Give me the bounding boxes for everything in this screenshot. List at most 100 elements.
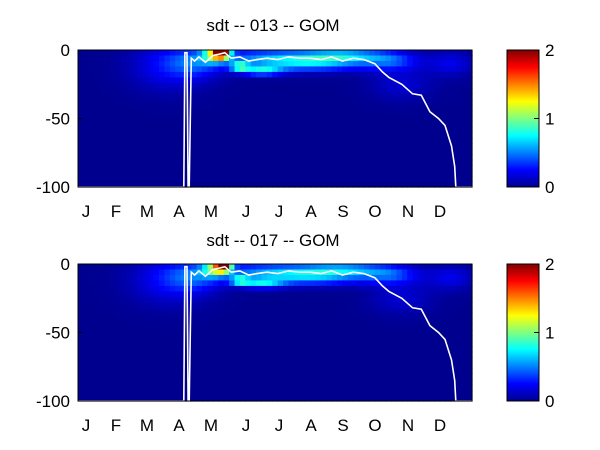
heatmap-cell (218, 357, 225, 364)
heatmap-cell (391, 66, 398, 73)
heatmap-cell (239, 93, 246, 100)
heatmap-cell (315, 170, 322, 177)
heatmap-cell (315, 291, 322, 298)
heatmap-cell (185, 280, 192, 287)
heatmap-cell (385, 176, 392, 183)
heatmap-cell (331, 104, 338, 111)
heatmap-cell (239, 329, 246, 336)
heatmap-cell (364, 274, 371, 282)
heatmap-cell (434, 137, 441, 144)
heatmap-cell (131, 132, 138, 139)
heatmap-cell (158, 395, 165, 402)
heatmap-cell (148, 340, 155, 347)
heatmap-cell (185, 148, 192, 155)
heatmap-cell (266, 132, 273, 139)
heatmap-cell (234, 71, 241, 78)
panel-1-x-tick-label: A (305, 202, 317, 221)
heatmap-cell (455, 307, 462, 314)
heatmap-cell (110, 296, 117, 303)
heatmap-cell (104, 313, 111, 320)
heatmap-cell (78, 71, 84, 78)
heatmap-cell (142, 137, 149, 144)
heatmap-cell (466, 302, 473, 309)
heatmap-cell (245, 379, 252, 386)
heatmap-cell (412, 115, 419, 122)
heatmap-cell (445, 379, 452, 386)
heatmap-cell (239, 280, 246, 287)
heatmap-cell (202, 329, 209, 336)
heatmap-cell (137, 362, 144, 369)
heatmap-cell (137, 351, 144, 358)
heatmap-cell (256, 50, 263, 57)
heatmap-cell (374, 126, 381, 133)
heatmap-cell (428, 170, 435, 177)
heatmap-cell (288, 274, 295, 282)
heatmap-cell (78, 313, 84, 320)
heatmap-cell (434, 66, 441, 73)
heatmap-cell (428, 285, 435, 292)
heatmap-cell (185, 99, 192, 106)
heatmap-cell (347, 373, 354, 380)
heatmap-cell (99, 137, 106, 144)
heatmap-cell (445, 296, 452, 303)
heatmap-cell (110, 269, 117, 276)
heatmap-cell (94, 159, 101, 166)
heatmap-cell (148, 99, 155, 106)
heatmap-cell (110, 121, 117, 128)
heatmap-cell (207, 318, 214, 325)
heatmap-cell (218, 329, 225, 336)
heatmap-cell (234, 170, 241, 177)
heatmap-cell (223, 104, 230, 111)
heatmap-cell (110, 93, 117, 100)
heatmap-cell (83, 170, 90, 177)
heatmap-cell (169, 335, 176, 342)
heatmap-cell (121, 50, 128, 57)
heatmap-cell (342, 274, 349, 282)
heatmap-cell (207, 357, 214, 364)
heatmap-cell (229, 170, 236, 177)
heatmap-cell (131, 154, 138, 161)
heatmap-cell (218, 395, 225, 402)
heatmap-cell (250, 274, 257, 282)
heatmap-cell (245, 340, 252, 347)
heatmap-cell (277, 82, 284, 89)
heatmap-cell (331, 335, 338, 342)
heatmap-cell (142, 170, 149, 177)
heatmap-cell (320, 318, 327, 325)
heatmap-cell (445, 302, 452, 309)
heatmap-cell (428, 115, 435, 122)
heatmap-cell (158, 154, 165, 161)
heatmap-cell (272, 66, 279, 73)
heatmap-cell (185, 296, 192, 303)
heatmap-cell (412, 77, 419, 84)
heatmap-cell (418, 143, 425, 150)
heatmap-cell (277, 77, 284, 84)
heatmap-cell (337, 170, 344, 177)
heatmap-cell (320, 291, 327, 298)
heatmap-cell (450, 340, 457, 347)
heatmap-cell (342, 318, 349, 325)
heatmap-cell (229, 60, 236, 68)
heatmap-cell (202, 368, 209, 375)
heatmap-cell (337, 340, 344, 347)
heatmap-cell (94, 66, 101, 73)
heatmap-cell (185, 55, 192, 62)
heatmap-cell (385, 296, 392, 303)
heatmap-cell (342, 93, 349, 100)
heatmap-cell (272, 302, 279, 309)
heatmap-cell (299, 362, 306, 369)
heatmap-cell (126, 104, 133, 111)
heatmap-cell (256, 71, 263, 78)
heatmap-cell (310, 110, 317, 117)
heatmap-cell (434, 357, 441, 364)
heatmap-cell (175, 159, 182, 166)
heatmap-cell (428, 280, 435, 287)
heatmap-cell (326, 280, 333, 287)
heatmap-cell (175, 77, 182, 84)
heatmap-cell (202, 302, 209, 309)
heatmap-cell (158, 296, 165, 303)
heatmap-cell (380, 55, 387, 62)
heatmap-cell (83, 285, 90, 292)
heatmap-cell (461, 379, 468, 386)
heatmap-cell (385, 93, 392, 100)
